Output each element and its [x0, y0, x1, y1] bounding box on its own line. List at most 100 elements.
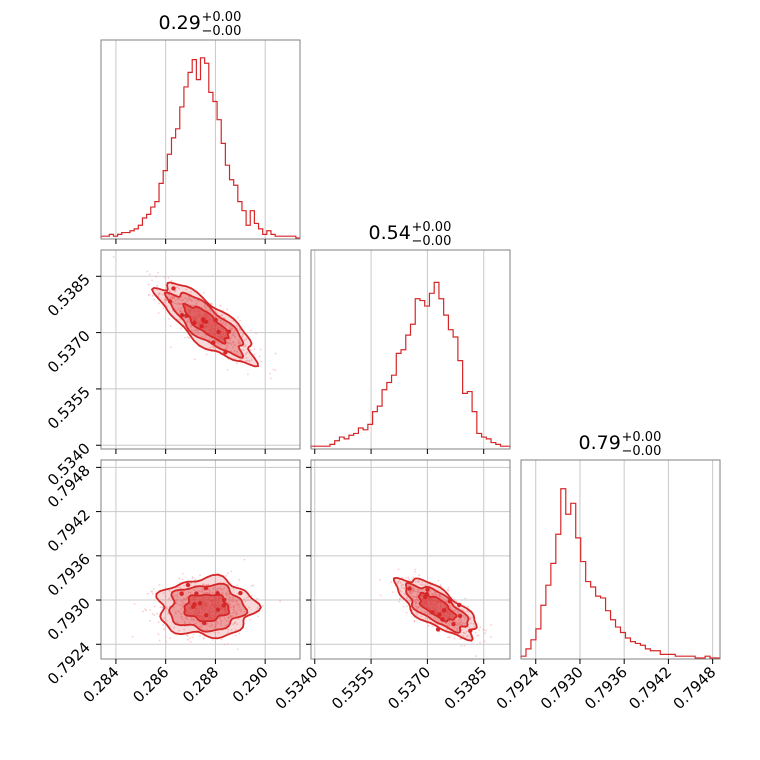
scatter-1-3-sample-point: [227, 602, 230, 604]
scatter-2-3-sample-point: [447, 589, 450, 592]
scatter-2-3-sample-point: [490, 636, 493, 638]
scatter-1-2-sample-point: [244, 345, 247, 348]
scatter-1-2-sample-point: [274, 352, 277, 355]
scatter-1-2-sample-point: [168, 289, 171, 292]
scatter-1-3-core-blob: [191, 604, 196, 609]
scatter-1-3-sample-point: [133, 603, 136, 605]
scatter-1-3-sample-point: [176, 596, 179, 598]
scatter-1-2-sample-point: [181, 296, 183, 299]
scatter-1-3-sample-point: [237, 603, 240, 606]
scatter-2-3-sample-point: [458, 624, 461, 627]
scatter-1-2-background: [101, 250, 300, 449]
scatter-1-3-sample-point: [235, 610, 238, 613]
scatter-1-2-sample-point: [272, 368, 275, 371]
hist-3-xtick-label-1: 0.7930: [537, 663, 587, 713]
scatter-1-3-sample-point: [186, 596, 188, 599]
scatter-1-3-sample-point: [250, 585, 253, 587]
scatter-1-2-sample-point: [245, 338, 248, 340]
scatter-2-3-sample-point: [459, 638, 462, 640]
scatter-1-2-sample-point: [192, 329, 195, 332]
scatter-1-3-sample-point: [173, 626, 176, 629]
scatter-1-2-sample-point: [202, 291, 205, 294]
scatter-1-3-sample-point: [217, 631, 220, 634]
scatter-2-3-core-blob: [440, 617, 445, 622]
scatter-2-3-sample-point: [416, 593, 419, 596]
scatter-2-3-sample-point: [414, 605, 417, 607]
scatter-1-3-sample-point: [243, 610, 246, 613]
scatter-1-3-sample-point: [192, 633, 195, 636]
scatter-1-2-sample-point: [177, 287, 180, 290]
scatter-2-3-sample-point: [421, 583, 424, 586]
scatter-1-2-sample-point: [226, 308, 228, 311]
scatter-1-2-sample-point: [235, 325, 238, 327]
scatter-2-3-sample-point: [427, 624, 430, 627]
scatter-1-3-sample-point: [176, 586, 179, 589]
scatter-1-2-sample-point: [217, 317, 220, 320]
scatter-2-3-sample-point: [416, 612, 419, 615]
scatter-1-3-sample-point: [151, 592, 154, 595]
scatter-2-3-sample-point: [402, 605, 405, 608]
scatter-2-3-sample-point: [465, 630, 468, 633]
scatter-1-3-core-blob: [204, 613, 209, 618]
scatter-2-3-sample-point: [421, 581, 424, 584]
scatter-1-2-sample-point: [170, 279, 173, 282]
hist-3-title-value: 0.79: [579, 432, 621, 454]
scatter-1-2-sample-point: [153, 298, 155, 301]
scatter-2-3-sample-point: [453, 637, 456, 640]
scatter-1-2-sample-point: [179, 309, 182, 312]
scatter-2-3-core-blob: [422, 594, 428, 600]
scatter-1-2-sample-point: [156, 284, 159, 287]
scatter-1-2-sample-point: [229, 342, 232, 344]
scatter-2-3-core-blob: [447, 599, 452, 604]
scatter-1-3-sample-point: [189, 640, 192, 643]
scatter-1-3-sample-point: [252, 584, 255, 587]
scatter-1-3-sample-point: [225, 574, 227, 577]
scatter-1-3-sample-point: [218, 617, 220, 620]
scatter-2-3-core-blob: [430, 610, 435, 615]
scatter-1-2-sample-point: [210, 302, 212, 305]
scatter-2-3-sample-point: [424, 611, 426, 613]
scatter-1-2-sample-point: [186, 321, 189, 324]
scatter-1-2-sample-point: [232, 334, 235, 337]
scatter-1-2-sample-point: [250, 359, 253, 361]
scatter-1-3-sample-point: [231, 598, 234, 601]
scatter-2-3-sample-point: [437, 579, 440, 582]
scatter-1-2-sample-point: [177, 302, 179, 305]
scatter-1-2-sample-point: [177, 298, 180, 301]
scatter-2-3-sample-point: [435, 593, 438, 596]
scatter-1-3-sample-point: [233, 622, 236, 625]
scatter-2-3-sample-point: [438, 594, 441, 597]
scatter-1-3-sample-point: [247, 599, 249, 602]
scatter-2-3-sample-point: [458, 620, 460, 623]
scatter-1-2-core-blob: [226, 329, 232, 334]
scatter-2-3-sample-point: [410, 585, 413, 588]
scatter-1-3-sample-point: [220, 588, 222, 591]
scatter-1-2-sample-point: [185, 288, 188, 291]
scatter-2-3-sample-point: [473, 625, 476, 628]
scatter-1-3-ytick-label-3: 0.7942: [44, 506, 94, 556]
scatter-1-3-sample-point: [214, 623, 217, 626]
scatter-1-3-sample-point: [201, 624, 204, 627]
hist-2-title-value: 0.54: [369, 222, 411, 244]
scatter-2-3-sample-point: [478, 629, 481, 632]
scatter-1-2-sample-point: [151, 295, 154, 297]
scatter-2-3-sample-point: [429, 584, 432, 587]
scatter-2-3-sample-point: [453, 603, 456, 605]
scatter-2-3-sample-point: [463, 631, 465, 634]
scatter-1-3-sample-point: [169, 599, 172, 602]
scatter-1-2-sample-point: [193, 358, 196, 361]
scatter-1-3-sample-point: [211, 624, 214, 627]
scatter-1-2-sample-point: [176, 286, 179, 289]
hist-2-title-plus: +0.00: [412, 220, 452, 235]
scatter-1-3-sample-point: [181, 618, 184, 621]
scatter-2-3-sample-point: [405, 611, 408, 614]
scatter-1-3-sample-point: [181, 573, 184, 575]
scatter-1-3-sample-point: [239, 610, 242, 613]
scatter-1-3-sample-point: [199, 623, 202, 625]
scatter-1-2-sample-point: [180, 306, 182, 309]
scatter-1-2-sample-point: [230, 350, 233, 353]
scatter-1-2-sample-point: [208, 338, 211, 341]
scatter-1-3-sample-point: [237, 617, 240, 620]
scatter-1-2-sample-point: [146, 270, 149, 273]
scatter-2-3-sample-point: [418, 605, 420, 608]
